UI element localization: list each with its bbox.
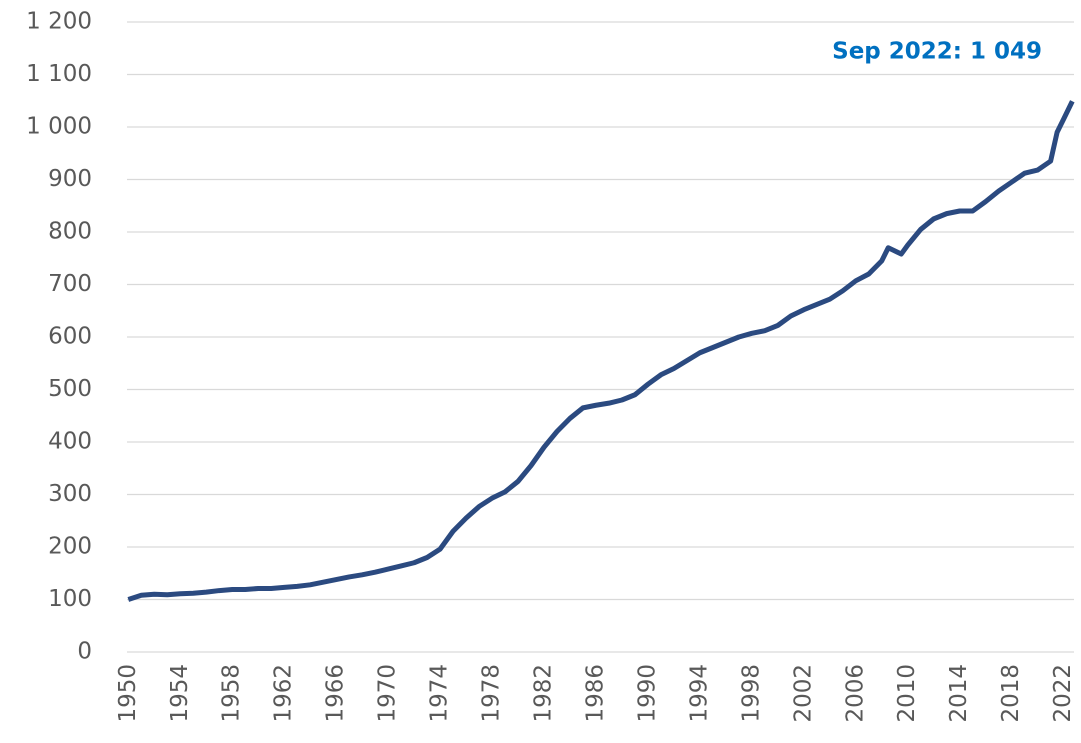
x-tick-label: 1994 xyxy=(686,664,712,723)
x-tick-label: 1958 xyxy=(219,664,245,723)
x-tick-label: 1998 xyxy=(738,664,764,723)
y-tick-label: 0 xyxy=(77,639,92,665)
x-tick-label: 1966 xyxy=(323,664,349,723)
x-tick-label: 1950 xyxy=(115,664,141,723)
x-tick-label: 2010 xyxy=(894,664,920,723)
y-tick-label: 900 xyxy=(48,166,92,192)
x-tick-label: 2002 xyxy=(790,664,816,723)
y-tick-label: 600 xyxy=(48,324,92,350)
x-tick-label: 1970 xyxy=(375,664,401,723)
x-tick-label: 1990 xyxy=(634,664,660,723)
y-tick-label: 300 xyxy=(48,481,92,507)
data-line xyxy=(127,100,1075,602)
y-tick-label: 1 200 xyxy=(26,9,92,35)
x-tick-label: 2006 xyxy=(842,664,868,723)
x-tick-label: 1974 xyxy=(427,664,453,723)
y-tick-label: 400 xyxy=(48,429,92,455)
annotation: Sep 2022: 1 049 xyxy=(832,39,1042,65)
y-tick-label: 200 xyxy=(48,534,92,560)
x-tick-label: 1986 xyxy=(582,664,608,723)
x-tick-label: 1982 xyxy=(530,664,556,723)
x-tick-label: 2018 xyxy=(998,664,1024,723)
y-tick-label: 700 xyxy=(48,271,92,297)
y-tick-label: 1 100 xyxy=(26,61,92,87)
y-tick-label: 100 xyxy=(48,586,92,612)
y-tick-label: 800 xyxy=(48,219,92,245)
y-tick-label: 500 xyxy=(48,376,92,402)
x-tick-label: 1954 xyxy=(167,664,193,723)
x-tick-label: 2022 xyxy=(1050,664,1076,723)
x-tick-label: 2014 xyxy=(946,664,972,723)
y-tick-label: 1 000 xyxy=(26,114,92,140)
x-tick-label: 1978 xyxy=(479,664,505,723)
x-tick-label: 1962 xyxy=(271,664,297,723)
